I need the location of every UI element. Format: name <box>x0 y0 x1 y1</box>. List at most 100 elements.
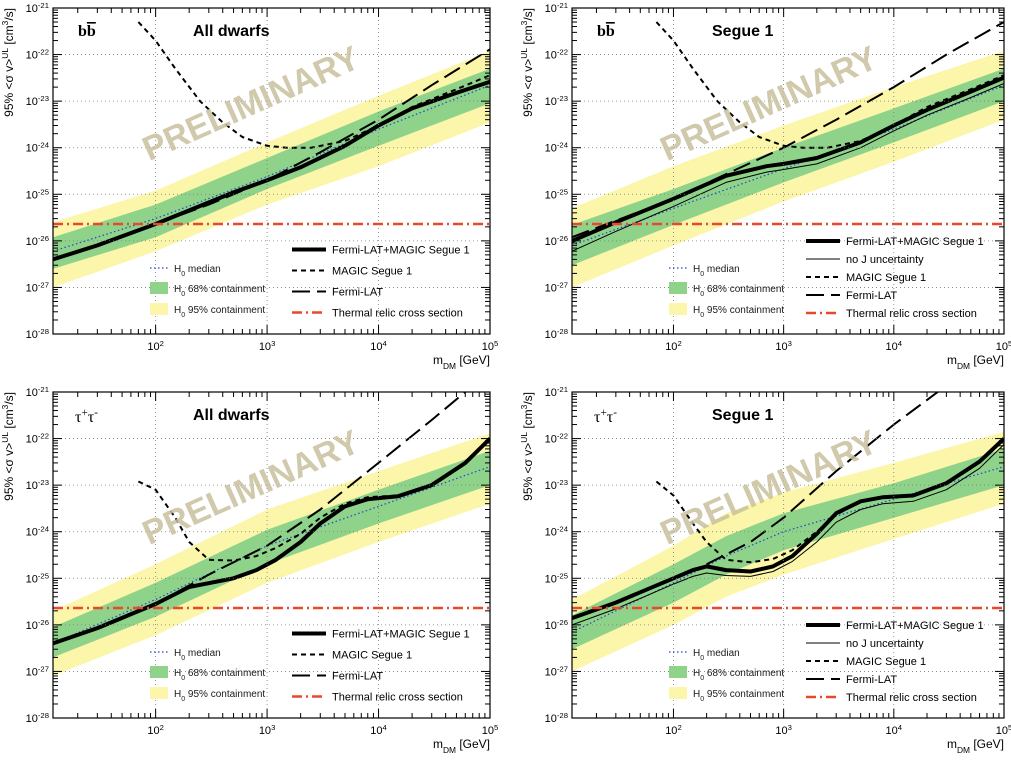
legend-95-label: H0 95% containment <box>174 689 265 703</box>
legend-median-label: H0 median <box>174 648 221 662</box>
ticks <box>572 8 1005 335</box>
band-legend: H0 median H0 68% containment H0 95% contai… <box>669 648 784 703</box>
plot-frame <box>571 391 1005 719</box>
y-tick-label: 10-28 <box>545 711 568 726</box>
legend-95-label: H0 95% containment <box>174 305 265 319</box>
plot-area <box>572 21 1004 288</box>
plot-frame <box>52 7 491 335</box>
x-tick-label: 104 <box>370 339 387 354</box>
x-tick-label: 102 <box>147 339 164 354</box>
y-tick-label: 10-26 <box>26 233 49 248</box>
x-tick-label: 105 <box>482 723 499 738</box>
legend-label: Fermi-LAT <box>846 674 897 686</box>
y-tick-label: 10-27 <box>26 280 49 295</box>
plot-frame <box>52 391 491 719</box>
ticks <box>53 392 491 719</box>
legend-95-swatch <box>669 303 687 315</box>
legend-68-label: H0 68% containment <box>174 668 265 682</box>
channel-label: τ+τ- <box>75 407 98 426</box>
y-tick-label: 10-22 <box>26 431 49 446</box>
legend-68-label: H0 68% containment <box>693 284 784 298</box>
ticks <box>572 392 1005 719</box>
y-tick-label: 10-25 <box>26 571 49 586</box>
band-legend: H0 median H0 68% containment H0 95% contai… <box>669 264 784 319</box>
legend-68-label: H0 68% containment <box>174 284 265 298</box>
y-tick-label: 10-26 <box>545 617 568 632</box>
channel-label: τ+τ- <box>594 407 617 426</box>
y-tick-label: 10-28 <box>26 327 49 342</box>
y-tick-label: 10-27 <box>545 664 568 679</box>
y-tick-label: 10-23 <box>26 94 49 109</box>
band-legend: H0 median H0 68% containment H0 95% contai… <box>150 264 265 319</box>
y-tick-label: 10-21 <box>26 1 49 16</box>
y-tick-label: 10-28 <box>26 711 49 726</box>
legend-label: Fermi-LAT+MAGIC Segue 1 <box>846 620 984 632</box>
y-tick-label: 10-23 <box>545 94 568 109</box>
ticks <box>53 8 491 335</box>
y-tick-label: 10-27 <box>545 280 568 295</box>
legend: Fermi-LAT+MAGIC Segue 1 MAGIC Segue 1 Ferm… <box>292 629 470 704</box>
series-line <box>137 21 490 149</box>
series-line <box>137 437 490 562</box>
x-tick-label: 105 <box>996 723 1011 738</box>
y-tick-label: 10-21 <box>26 385 49 400</box>
x-tick-label: 103 <box>775 339 792 354</box>
panel-title: All dwarfs <box>193 23 270 40</box>
series-line <box>655 21 1004 149</box>
legend-label: Thermal relic cross section <box>846 308 977 320</box>
channel-label: bb <box>78 23 96 40</box>
legend-95-label: H0 95% containment <box>693 689 784 703</box>
y-tick-label: 10-24 <box>545 524 569 539</box>
median-line <box>53 466 490 644</box>
plot-area <box>53 392 490 676</box>
y-tick-label: 10-24 <box>545 140 569 155</box>
legend-68-swatch <box>150 282 168 294</box>
band-68-containment <box>53 450 490 658</box>
y-axis-title: 95% <σ v>UL [cm3/s] <box>0 8 16 117</box>
legend: Fermi-LAT+MAGIC Segue 1 no J uncertainty M… <box>806 236 984 320</box>
legend-68-swatch <box>669 666 687 678</box>
legend-68-label: H0 68% containment <box>693 668 784 682</box>
plot-frame <box>571 7 1005 335</box>
y-tick-label: 10-21 <box>545 1 568 16</box>
plot-area <box>53 21 490 288</box>
legend-label: Thermal relic cross section <box>332 692 463 704</box>
x-tick-label: 103 <box>259 339 276 354</box>
band-68-containment <box>53 68 490 269</box>
y-tick-label: 10-22 <box>545 431 568 446</box>
legend-label: MAGIC Segue 1 <box>332 266 412 278</box>
x-tick-label: 104 <box>886 723 903 738</box>
series-line <box>706 392 939 566</box>
y-axis-title: 95% <σ v>UL [cm3/s] <box>519 392 535 501</box>
legend-label: no J uncertainty <box>846 638 924 650</box>
x-tick-label: 102 <box>665 723 682 738</box>
x-axis-title: mDM [GeV] <box>433 353 490 371</box>
legend-label: no J uncertainty <box>846 254 924 266</box>
x-tick-label: 105 <box>482 339 499 354</box>
y-tick-label: 10-22 <box>26 47 49 62</box>
x-tick-label: 102 <box>665 339 682 354</box>
band-68-containment <box>572 68 1004 266</box>
y-tick-label: 10-27 <box>26 664 49 679</box>
x-tick-label: 104 <box>886 339 903 354</box>
y-tick-label: 10-24 <box>26 140 50 155</box>
legend-68-swatch <box>150 666 168 678</box>
y-tick-label: 10-25 <box>26 187 49 202</box>
series-line <box>572 444 1004 626</box>
series-line <box>572 75 1004 243</box>
legend-95-swatch <box>150 687 168 699</box>
legend-median-label: H0 median <box>693 264 740 278</box>
x-tick-label: 103 <box>259 723 276 738</box>
x-tick-label: 104 <box>370 723 387 738</box>
x-tick-label: 105 <box>996 339 1011 354</box>
y-tick-label: 10-25 <box>545 571 568 586</box>
series-line <box>53 79 490 262</box>
legend-label: Thermal relic cross section <box>332 308 463 320</box>
y-tick-label: 10-28 <box>545 327 568 342</box>
legend-label: Fermi-LAT <box>332 287 383 299</box>
panel-title: Segue 1 <box>712 23 773 40</box>
panel-title: Segue 1 <box>712 407 773 424</box>
